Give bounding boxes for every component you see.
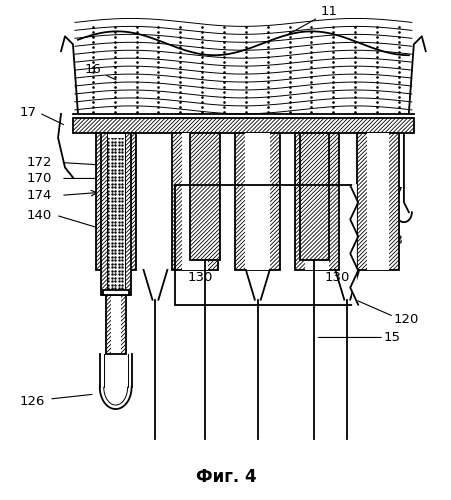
Bar	[235, 132, 279, 270]
Bar	[125, 132, 135, 270]
Bar	[352, 186, 354, 304]
Text: 120: 120	[393, 313, 419, 326]
Text: 11: 11	[286, 5, 337, 35]
Bar	[102, 290, 129, 294]
Text: 170: 170	[26, 172, 51, 185]
Text: 13: 13	[386, 234, 403, 246]
Text: 130: 130	[318, 242, 349, 284]
Bar	[106, 132, 125, 270]
Bar	[120, 294, 125, 354]
Bar	[182, 132, 207, 270]
Bar	[190, 132, 220, 260]
Bar	[172, 132, 182, 270]
Bar	[73, 118, 413, 132]
Bar	[101, 132, 106, 294]
Text: 172: 172	[26, 156, 51, 169]
Bar	[106, 294, 125, 354]
Bar	[388, 132, 398, 270]
Bar	[269, 132, 279, 270]
Text: 130: 130	[187, 242, 212, 284]
Bar	[96, 132, 135, 270]
Text: 15: 15	[383, 331, 400, 344]
Bar	[207, 132, 217, 270]
Text: 17: 17	[19, 106, 36, 120]
Text: 174: 174	[26, 189, 51, 202]
Bar	[106, 132, 124, 294]
Bar	[294, 132, 339, 270]
Bar	[73, 118, 413, 132]
Text: 17: 17	[386, 186, 403, 199]
Text: Фиг. 4: Фиг. 4	[195, 468, 256, 485]
Bar	[299, 132, 329, 260]
Bar	[366, 132, 388, 270]
Bar	[172, 132, 217, 270]
Bar	[356, 132, 366, 270]
Bar	[101, 132, 130, 294]
Bar	[304, 132, 329, 270]
Bar	[235, 132, 244, 270]
Bar	[190, 132, 220, 260]
Bar	[175, 186, 354, 304]
Bar	[294, 132, 304, 270]
Text: 126: 126	[19, 394, 45, 407]
Bar	[299, 132, 329, 260]
Bar	[106, 294, 110, 354]
Bar	[244, 132, 269, 270]
Bar	[124, 132, 130, 294]
Text: 140: 140	[26, 208, 51, 222]
Bar	[356, 132, 398, 270]
Text: 16: 16	[84, 62, 116, 80]
Bar	[329, 132, 339, 270]
Bar	[96, 132, 106, 270]
